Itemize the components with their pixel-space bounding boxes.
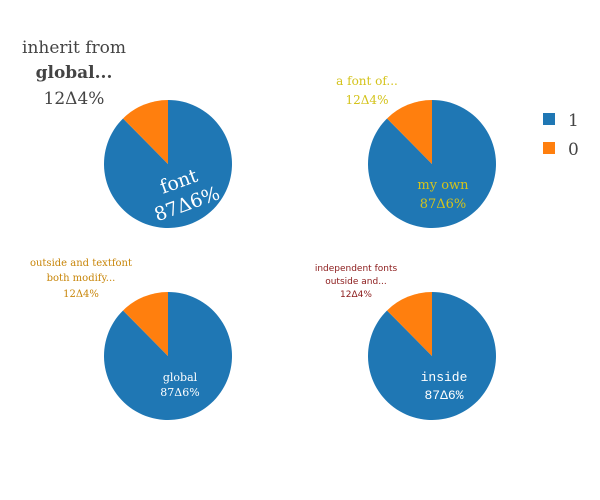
pie-2-outside-text-2: 12Δ4% [346, 93, 389, 107]
pie-2-slice-0[interactable] [387, 100, 432, 164]
pie-4-outside-text-2: outside and... [325, 277, 387, 287]
legend-item-1[interactable]: 1 [543, 111, 579, 131]
pie-3-inside-text-2: 87Δ6% [160, 386, 199, 399]
legend-item-0[interactable]: 0 [543, 140, 579, 160]
pie-4-inside-text-2: 87Δ6% [424, 388, 463, 403]
legend-label-1: 1 [568, 111, 579, 131]
pie-2-outside-text-1: a font of... [336, 74, 398, 88]
pie-1-outside-text-1: inherit from [22, 38, 126, 58]
pie-3-outside-text-2: both modify... [47, 273, 116, 284]
pie-4-outside-text-1: independent fonts [315, 264, 398, 274]
pie-3-slice-1[interactable] [103, 292, 232, 421]
legend-label-0: 0 [568, 140, 579, 160]
legend: 1 0 [543, 111, 579, 160]
pie-3-inside-text-1: global [163, 371, 198, 384]
labels-layer: font 87Δ6% inherit from global... 12Δ4% … [22, 38, 469, 403]
legend-swatch-0 [543, 142, 555, 154]
pie-2-slice-1[interactable] [367, 100, 496, 228]
pie-2-inside-text-2: 87Δ6% [420, 197, 467, 212]
pie-1-outside-text-3: 12Δ4% [44, 89, 105, 109]
pie-4-slice-0[interactable] [387, 291, 432, 356]
pies-layer [103, 100, 496, 421]
pie-4-outside-text-3: 12Δ4% [340, 290, 372, 300]
pie-1-slice-0[interactable] [123, 100, 168, 164]
pie-1-slice-1[interactable] [103, 100, 232, 228]
pie-4-inside-text-1: inside [421, 370, 468, 385]
pie-3-outside-text-1: outside and textfont [30, 258, 132, 269]
pie-3-outside-text-3: 12Δ4% [63, 289, 99, 300]
pie-1-outside-text-2: global... [36, 63, 113, 83]
pie-4-slice-1[interactable] [367, 292, 496, 420]
pie-3-slice-0[interactable] [123, 292, 168, 356]
legend-swatch-1 [543, 113, 555, 125]
pie-2-inside-text-1: my own [417, 178, 469, 193]
pie-1-inside-label: font 87Δ6% [151, 165, 222, 227]
